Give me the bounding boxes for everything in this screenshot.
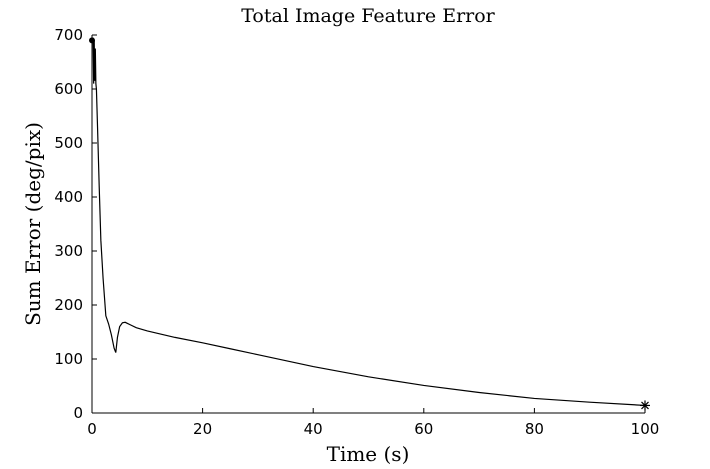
- end-marker: [640, 400, 650, 411]
- series-line: [91, 37, 646, 407]
- y-tick-label: 100: [54, 350, 83, 368]
- x-tick-label: 80: [525, 420, 544, 438]
- y-tick-label: 200: [54, 296, 83, 314]
- y-tick-label: 300: [54, 242, 83, 260]
- start-marker: [89, 37, 95, 44]
- y-tick-label: 0: [73, 404, 83, 422]
- x-tick-label: 60: [414, 420, 433, 438]
- x-tick-label: 0: [87, 420, 97, 438]
- x-tick-label: 20: [193, 420, 212, 438]
- y-ticks: 0 100 200 300 400 500 600 700: [54, 26, 97, 422]
- y-axis-label: Sum Error (deg/pix): [21, 122, 45, 326]
- x-axis-label: Time (s): [327, 442, 410, 466]
- y-tick-label: 400: [54, 188, 83, 206]
- x-tick-label: 40: [304, 420, 323, 438]
- x-ticks: 0 20 40 60 80 100: [87, 408, 659, 438]
- x-tick-label: 100: [631, 420, 660, 438]
- y-tick-label: 500: [54, 134, 83, 152]
- end-marker-stroke: [641, 401, 649, 410]
- y-tick-label: 600: [54, 80, 83, 98]
- y-tick-label: 700: [54, 26, 83, 44]
- chart-title: Total Image Feature Error: [241, 5, 495, 27]
